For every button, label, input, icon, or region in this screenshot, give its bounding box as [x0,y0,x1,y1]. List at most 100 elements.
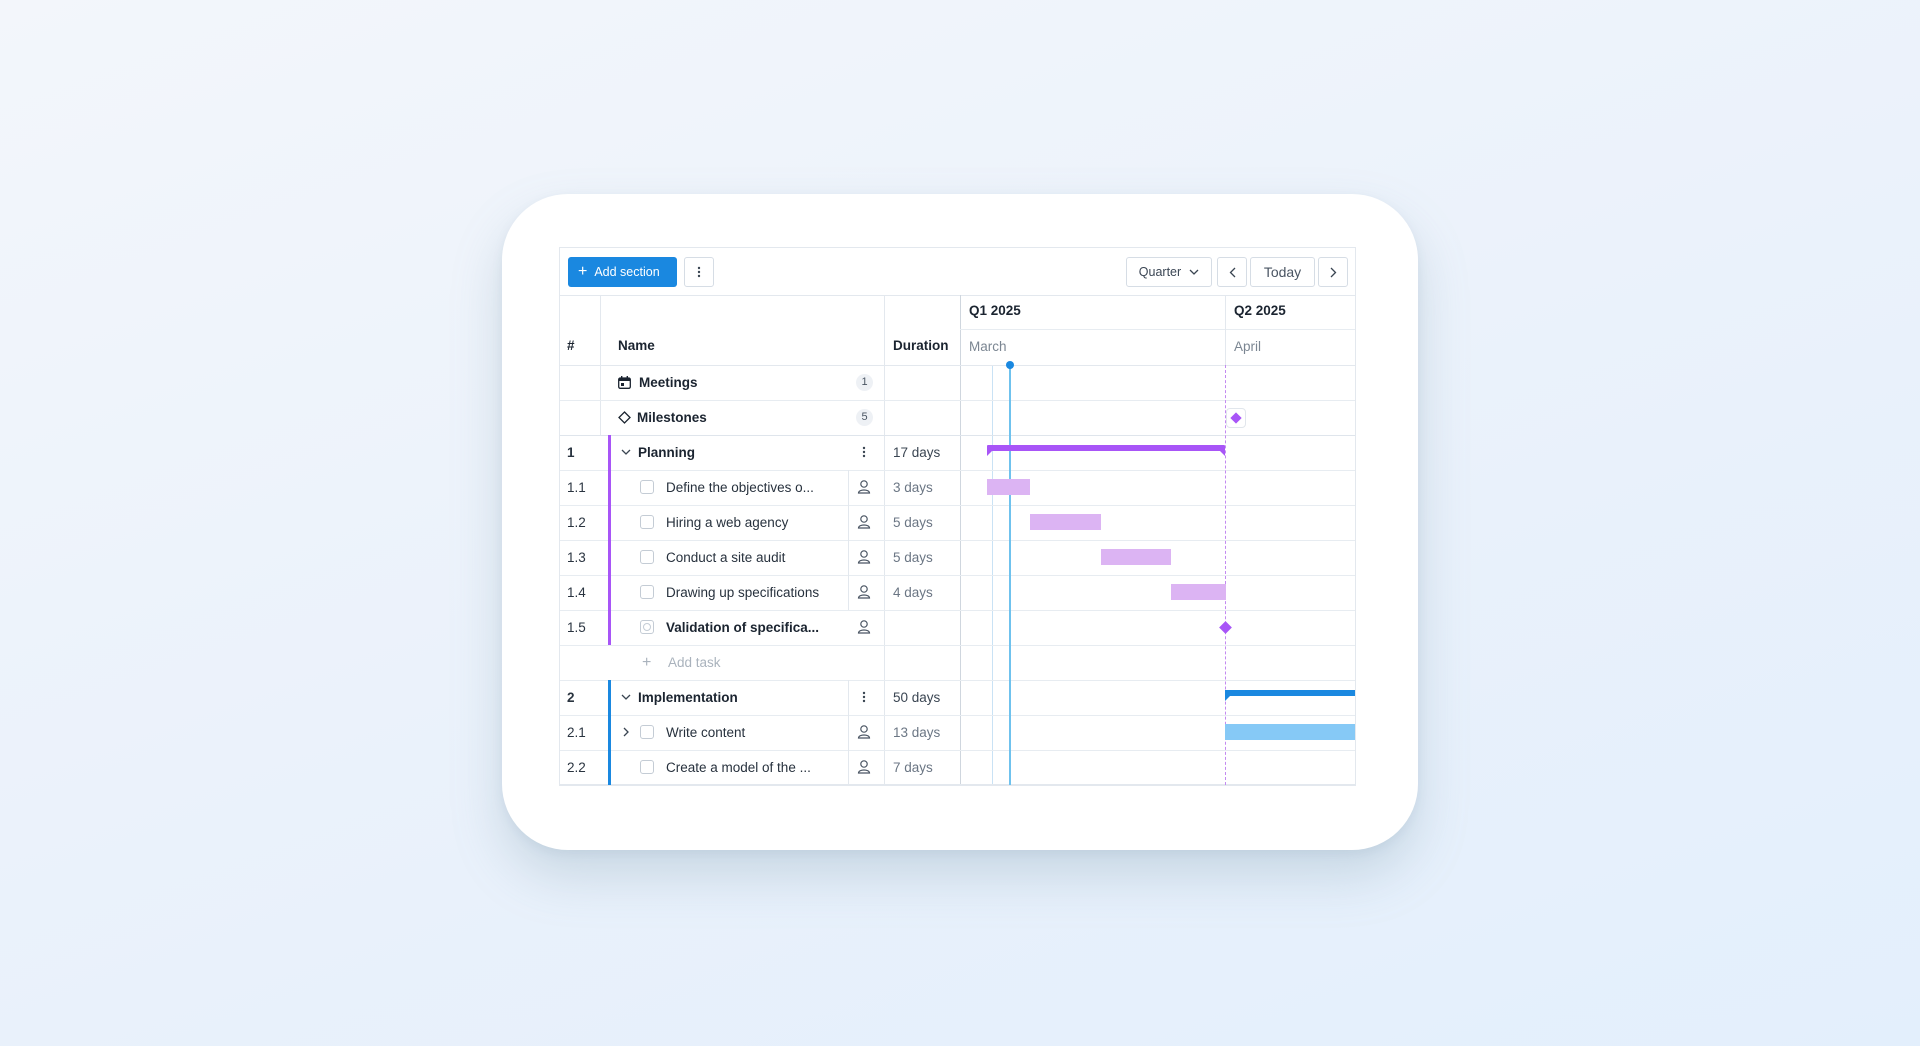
row-number: 1.5 [567,620,586,635]
divider [960,329,1355,330]
calendar-icon [618,376,631,389]
divider [560,575,1355,576]
row-number: 1.3 [567,550,586,565]
milestone-group-marker[interactable] [1226,408,1246,428]
column-header-name: Name [618,338,655,353]
duration: 5 days [893,550,933,565]
diamond-icon [618,411,631,424]
row-number: 1.1 [567,480,586,495]
duration: 17 days [893,445,941,460]
task-name[interactable]: Write content [666,725,746,740]
task-name[interactable]: Hiring a web agency [666,515,789,530]
section-summary-bar-planning[interactable] [987,445,1225,451]
next-period-button[interactable] [1318,257,1348,287]
section-summary-bar-implementation[interactable] [1225,690,1355,696]
plus-icon: + [642,654,652,671]
group-label: Meetings [639,375,698,390]
person-icon[interactable] [857,584,871,600]
divider [560,750,1355,751]
quarter-label-q2: Q2 2025 [1234,303,1286,318]
milestone-checkbox[interactable] [640,620,654,634]
month-label-march: March [969,339,1007,354]
task-checkbox[interactable] [640,725,654,739]
task-checkbox[interactable] [640,760,654,774]
chevron-down-icon [1189,269,1199,275]
task-name[interactable]: Create a model of the ... [666,760,811,775]
plus-icon: + [578,263,588,280]
add-section-button[interactable]: + Add section [568,257,677,287]
task-name[interactable]: Conduct a site audit [666,550,786,565]
task-row[interactable]: 2.2 Create a model of the ... 7 days [560,750,1355,785]
kebab-icon[interactable] [862,690,866,704]
divider [848,470,849,610]
task-row[interactable]: 1.3 Conduct a site audit 5 days [560,540,1355,575]
person-icon[interactable] [857,759,871,775]
task-row[interactable]: 2.1 Write content 13 days [560,715,1355,750]
today-marker [1006,361,1014,369]
count-badge: 1 [856,374,873,391]
task-row[interactable]: 1.1 Define the objectives o... 3 days [560,470,1355,505]
row-number: 2.2 [567,760,586,775]
kebab-icon [697,266,701,278]
section-name: Implementation [638,690,738,705]
task-bar[interactable] [1225,724,1355,740]
divider [560,470,1355,471]
view-scale-select[interactable]: Quarter [1126,257,1212,287]
task-row[interactable]: 1.4 Drawing up specifications 4 days [560,575,1355,610]
person-icon[interactable] [857,724,871,740]
row-number: 2 [567,690,575,705]
divider [560,400,1355,401]
kebab-icon[interactable] [862,445,866,459]
column-header-num: # [567,338,575,353]
quarter-label-q1: Q1 2025 [969,303,1021,318]
task-name[interactable]: Drawing up specifications [666,585,820,600]
chevron-down-icon[interactable] [619,445,633,459]
task-row[interactable]: 1.2 Hiring a web agency 5 days [560,505,1355,540]
today-button[interactable]: Today [1250,257,1315,287]
group-row-meetings[interactable]: Meetings 1 [560,365,1355,400]
divider [560,645,1355,646]
task-bar[interactable] [1101,549,1171,565]
today-line [1009,365,1011,785]
divider [600,295,601,365]
more-options-button[interactable] [684,257,714,287]
section-color-bar-planning [608,435,611,645]
divider [560,435,1355,436]
person-icon[interactable] [857,514,871,530]
chevron-down-icon[interactable] [619,690,633,704]
duration: 13 days [893,725,941,740]
column-header-duration: Duration [893,338,949,353]
person-icon[interactable] [857,619,871,635]
task-checkbox[interactable] [640,480,654,494]
task-bar[interactable] [1030,514,1101,530]
divider [560,365,1355,366]
task-bar[interactable] [1171,584,1226,600]
duration: 5 days [893,515,933,530]
view-scale-value: Quarter [1138,265,1182,279]
divider [1225,295,1226,365]
add-task-row[interactable]: + Add task [560,645,1355,680]
task-checkbox[interactable] [640,550,654,564]
divider [560,784,1355,785]
chevron-right-icon[interactable] [619,725,633,739]
duration: 50 days [893,690,941,705]
divider [560,505,1355,506]
section-row-planning[interactable]: 1 Planning 17 days [560,435,1355,470]
summary-bar-caps [987,450,1225,456]
task-name[interactable]: Define the objectives o... [666,480,814,495]
person-icon[interactable] [857,479,871,495]
task-checkbox[interactable] [640,515,654,529]
previous-period-button[interactable] [1217,257,1247,287]
row-number: 1 [567,445,575,460]
task-checkbox[interactable] [640,585,654,599]
task-name[interactable]: Validation of specifica... [666,620,820,635]
add-task-label: Add task [668,655,721,670]
group-row-milestones[interactable]: Milestones 5 [560,400,1355,435]
row-number: 1.2 [567,515,586,530]
person-icon[interactable] [857,549,871,565]
divider [560,610,1355,611]
task-bar[interactable] [987,479,1030,495]
section-row-implementation[interactable]: 2 Implementation 50 days [560,680,1355,715]
duration: 7 days [893,760,933,775]
milestone-row[interactable]: 1.5 Validation of specifica... [560,610,1355,645]
